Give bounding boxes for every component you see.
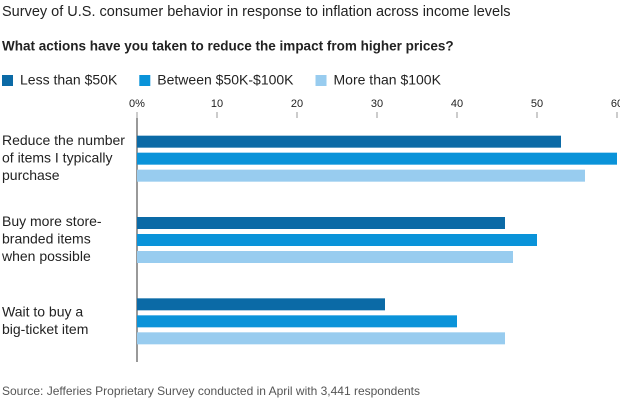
legend-label: Less than $50K [20,72,118,88]
category-label: Wait to buy a [2,303,83,319]
x-tick-label: 10 [211,98,223,110]
x-tick-label: 50 [531,98,543,110]
bar [137,169,585,182]
chart-title: Survey of U.S. consumer behavior in resp… [2,4,511,20]
category-label: when possible [1,248,91,264]
x-tick-label: 40 [451,98,463,110]
bar [137,234,537,246]
x-tick-label: 20 [291,98,303,110]
bar [137,152,617,165]
category-label: Buy more store- [2,213,102,229]
legend-swatch [2,75,13,86]
bar [137,251,513,263]
category-label: of items I typically [2,149,112,165]
legend-label: More than $100K [334,72,442,88]
bar [137,135,561,148]
source: Source: Jefferies Proprietary Survey con… [2,384,420,398]
legend-swatch [315,75,327,86]
x-tick-label: 0% [129,98,145,110]
legend-swatch [139,75,151,86]
bar [137,298,385,311]
bar [137,217,505,229]
legend-label: Between $50K-$100K [157,72,294,88]
bar [137,315,457,328]
category-label: big-ticket item [2,321,88,337]
x-tick-label: 30 [371,98,383,110]
category-label: purchase [2,167,60,183]
category-label: branded items [2,231,91,247]
x-tick-label: 60 [611,98,620,110]
bar [137,332,505,345]
chart-subtitle: What actions have you taken to reduce th… [2,39,454,54]
category-label: Reduce the number [2,132,125,148]
